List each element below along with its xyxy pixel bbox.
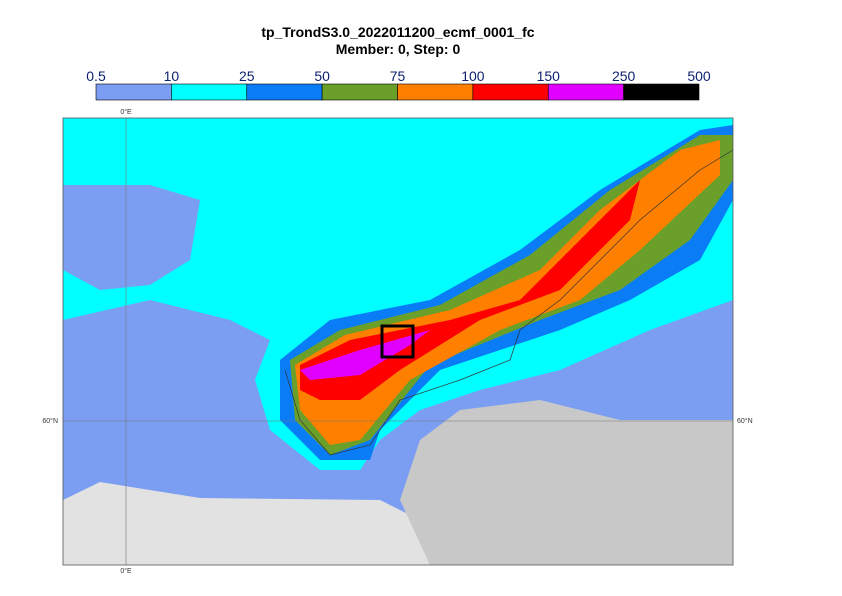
legend-label: 25 [239, 68, 255, 84]
lon-label: 0°E [120, 567, 132, 575]
legend-label: 150 [537, 68, 561, 84]
target-box [380, 324, 415, 359]
legend-label: 250 [612, 68, 636, 84]
legend-label: 500 [687, 68, 711, 84]
precip-area [63, 185, 200, 290]
legend-swatch [321, 83, 398, 101]
legend-swatch [95, 83, 172, 101]
legend-swatch [547, 83, 624, 101]
land [63, 482, 430, 565]
coastline [284, 149, 733, 456]
legend-swatch [623, 83, 700, 101]
map-frame [62, 117, 734, 566]
precip-area [300, 330, 430, 380]
lon-label: 0°E [120, 108, 132, 116]
legend-label: 50 [314, 68, 330, 84]
legend-swatch [472, 83, 549, 101]
title: tp_TrondS3.0_2022011200_ecmf_0001_fc [261, 24, 534, 40]
lat-label: 60°N [737, 417, 753, 425]
map [63, 118, 733, 565]
legend-label: 0.5 [86, 68, 106, 84]
lat-label: 60°N [42, 417, 58, 425]
precip-area [63, 118, 733, 470]
land [400, 400, 733, 565]
legend-label: 10 [164, 68, 180, 84]
legend-swatch [397, 83, 474, 101]
legend-swatch [171, 83, 248, 101]
legend-label: 100 [461, 68, 485, 84]
legend-label: 75 [390, 68, 406, 84]
legend: 0.5 10 25 50 75 100 150 250 500 [86, 68, 711, 101]
legend-swatch [246, 83, 323, 101]
subtitle: Member: 0, Step: 0 [336, 41, 461, 57]
